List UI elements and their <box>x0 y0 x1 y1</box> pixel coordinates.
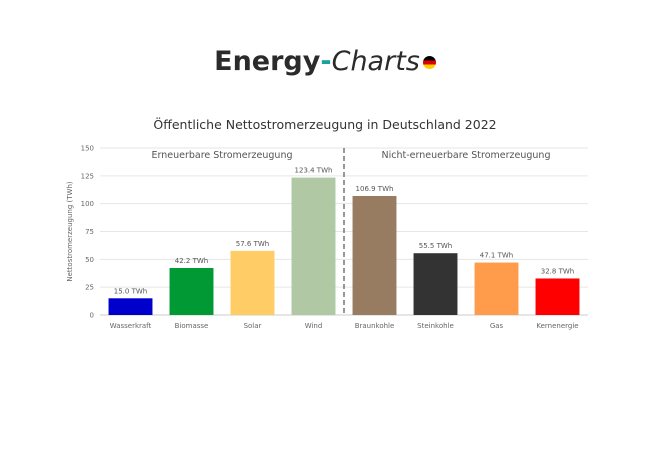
bar-braunkohle <box>352 195 397 315</box>
bar-wind <box>291 177 336 315</box>
data-label: 32.8 TWh <box>541 267 574 275</box>
bar-kernenergie <box>535 278 580 315</box>
y-tick-label: 125 <box>81 172 94 180</box>
energy-charts-logo: Energy-Charts <box>0 46 650 77</box>
logo-energy-text: Energy <box>214 46 321 77</box>
x-tick-label: Kernenergie <box>536 322 578 330</box>
y-tick-label: 100 <box>81 200 94 208</box>
bar-biomasse <box>169 268 214 315</box>
chart-title: Öffentliche Nettostromerzeugung in Deuts… <box>153 117 497 132</box>
y-tick-label: 150 <box>81 145 94 153</box>
bar-wasserkraft <box>108 298 153 315</box>
y-tick-label: 75 <box>85 228 94 236</box>
logo-charts-text: Charts <box>331 46 420 77</box>
data-label: 123.4 TWh <box>295 167 333 175</box>
x-tick-label: Braunkohle <box>355 322 395 330</box>
bar-solar <box>230 250 275 315</box>
x-tick-label: Steinkohle <box>417 322 454 330</box>
y-tick-label: 50 <box>85 256 94 264</box>
data-label: 55.5 TWh <box>419 242 452 250</box>
y-tick-label: 25 <box>85 284 94 292</box>
data-label: 15.0 TWh <box>114 287 147 295</box>
x-tick-label: Solar <box>244 322 262 330</box>
y-axis-label: Nettostromerzeugung (TWh) <box>66 181 74 281</box>
data-label: 57.6 TWh <box>236 240 269 248</box>
group-label: Erneuerbare Stromerzeugung <box>151 150 292 161</box>
x-tick-label: Wasserkraft <box>110 322 152 330</box>
data-label: 106.9 TWh <box>356 185 394 193</box>
x-tick-label: Gas <box>490 322 504 330</box>
data-label: 42.2 TWh <box>175 257 208 265</box>
bar-steinkohle <box>413 253 458 315</box>
german-flag-icon <box>422 56 436 69</box>
x-tick-label: Wind <box>305 322 323 330</box>
logo-dash: - <box>320 46 332 77</box>
data-label: 47.1 TWh <box>480 252 513 260</box>
group-label: Nicht-erneuerbare Stromerzeugung <box>381 150 550 161</box>
bar-gas <box>474 262 519 315</box>
y-tick-label: 0 <box>90 312 94 320</box>
x-tick-label: Biomasse <box>175 322 209 330</box>
